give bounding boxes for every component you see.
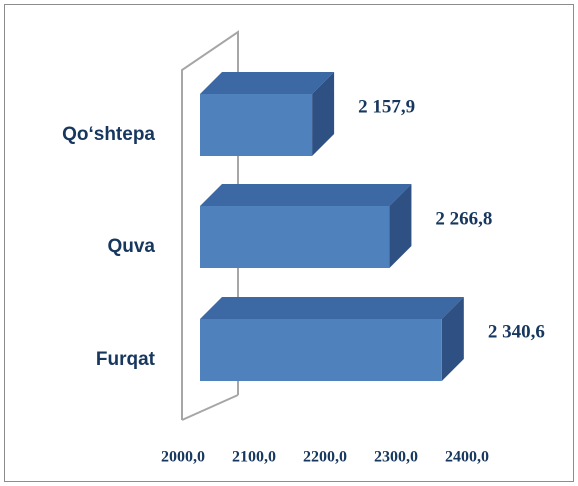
- bar-side: [441, 297, 464, 381]
- bar-front: [200, 94, 313, 156]
- bar-top: [200, 184, 412, 206]
- bar: [200, 297, 464, 381]
- bar-side: [312, 72, 335, 156]
- floor-edge: [181, 394, 239, 421]
- bar-top: [200, 297, 464, 319]
- category-label: Furqat: [96, 349, 156, 370]
- bar-top: [200, 72, 335, 94]
- x-tick-label: 2100,0: [232, 449, 276, 466]
- value-label: 2 266,8: [435, 208, 492, 229]
- x-tick-label: 2000,0: [161, 449, 205, 466]
- category-label: Qo‘shtepa: [62, 124, 155, 145]
- bar: [200, 72, 335, 156]
- x-tick-label: 2200,0: [303, 449, 347, 466]
- x-tick-label: 2400,0: [445, 449, 489, 466]
- value-label: 2 157,9: [358, 96, 415, 117]
- x-tick-label: 2300,0: [374, 449, 418, 466]
- category-label: Quva: [107, 236, 155, 257]
- bar-front: [200, 319, 442, 381]
- bar-side: [389, 184, 412, 268]
- value-label: 2 340,6: [488, 321, 545, 342]
- bar: [200, 184, 412, 268]
- bar-front: [200, 206, 390, 268]
